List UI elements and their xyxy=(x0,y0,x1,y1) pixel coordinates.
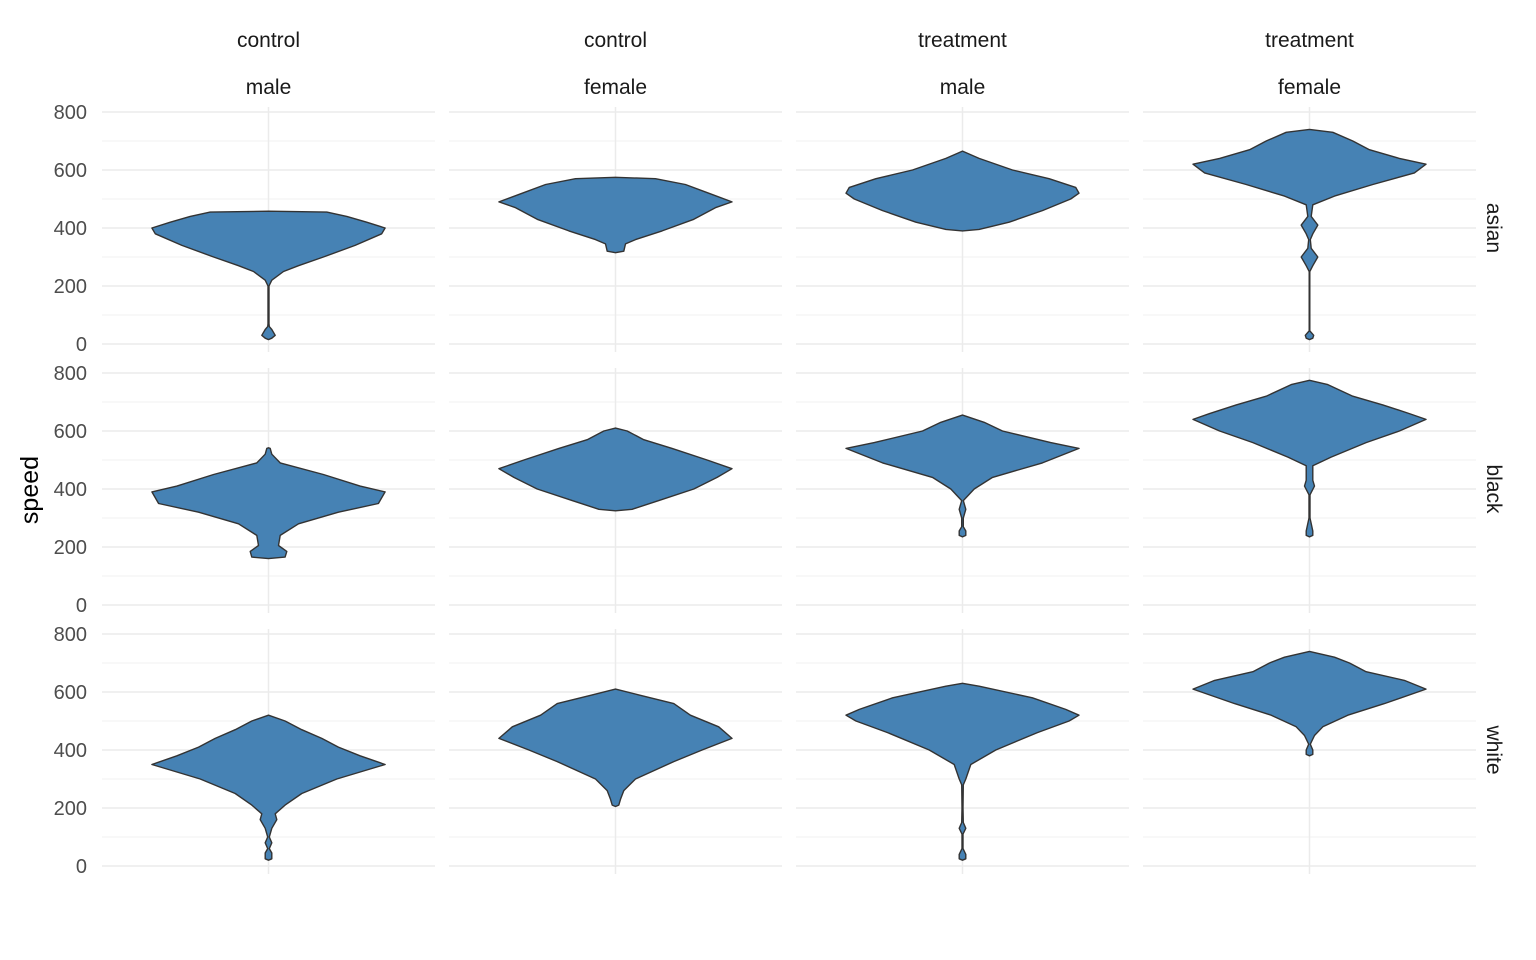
violin-white-control-male xyxy=(151,714,386,861)
y-tick-label: 800 xyxy=(54,102,87,124)
y-tick-label: 0 xyxy=(76,334,87,356)
col-strip-label-line1: treatment xyxy=(1265,29,1354,52)
violin-black-control-male xyxy=(151,447,386,560)
panel-white-2 xyxy=(796,629,1129,874)
col-strip-label-line2: female xyxy=(584,76,647,99)
panel-white-3 xyxy=(1143,629,1476,874)
violin-white-control-female xyxy=(498,688,733,808)
y-tick-label: 0 xyxy=(76,595,87,617)
y-axis-title: speed xyxy=(16,456,44,524)
panel-white-0 xyxy=(102,629,435,874)
violin-black-treatment-female xyxy=(1192,379,1427,538)
row-strip-label-white: white xyxy=(1482,724,1505,774)
y-tick-label: 0 xyxy=(76,856,87,878)
panel-black-0 xyxy=(102,368,435,613)
violin-black-control-female xyxy=(498,427,733,512)
y-tick-label: 800 xyxy=(54,363,87,385)
col-strip-label-line2: male xyxy=(246,76,292,99)
y-tick-label: 400 xyxy=(54,740,87,762)
violin-asian-treatment-female xyxy=(1192,128,1427,341)
violin-asian-control-male xyxy=(151,210,386,341)
panel-asian-1 xyxy=(449,107,782,352)
y-tick-label: 600 xyxy=(54,160,87,182)
labels-layer: speed 0 200 400 600 800 asian 0 200 400 600 800 bla… xyxy=(16,29,1505,878)
violin-white-treatment-female xyxy=(1192,650,1427,757)
y-tick-label: 200 xyxy=(54,798,87,820)
panel-asian-2 xyxy=(796,107,1129,352)
y-tick-label: 200 xyxy=(54,276,87,298)
violin-asian-treatment-male xyxy=(845,150,1080,232)
panel-black-2 xyxy=(796,368,1129,613)
y-tick-label: 200 xyxy=(54,537,87,559)
col-strip-label-line2: male xyxy=(940,76,986,99)
panel-asian-3 xyxy=(1143,107,1476,352)
violin-white-treatment-male xyxy=(845,682,1080,861)
y-tick-label: 400 xyxy=(54,479,87,501)
col-strip-label-line2: female xyxy=(1278,76,1341,99)
y-tick-label: 600 xyxy=(54,682,87,704)
y-tick-label: 600 xyxy=(54,421,87,443)
panel-black-3 xyxy=(1143,368,1476,613)
col-strip-label-line1: control xyxy=(237,29,300,52)
panel-asian-0 xyxy=(102,107,435,352)
panels-layer xyxy=(102,107,1476,874)
col-strip-label-line1: treatment xyxy=(918,29,1007,52)
panel-white-1 xyxy=(449,629,782,874)
col-strip-label-line1: control xyxy=(584,29,647,52)
row-strip-label-black: black xyxy=(1482,464,1505,514)
y-tick-label: 800 xyxy=(54,624,87,646)
violin-black-treatment-male xyxy=(845,414,1080,538)
violin-asian-control-female xyxy=(498,176,733,254)
panel-black-1 xyxy=(449,368,782,613)
row-strip-label-asian: asian xyxy=(1482,203,1505,253)
y-tick-label: 400 xyxy=(54,218,87,240)
